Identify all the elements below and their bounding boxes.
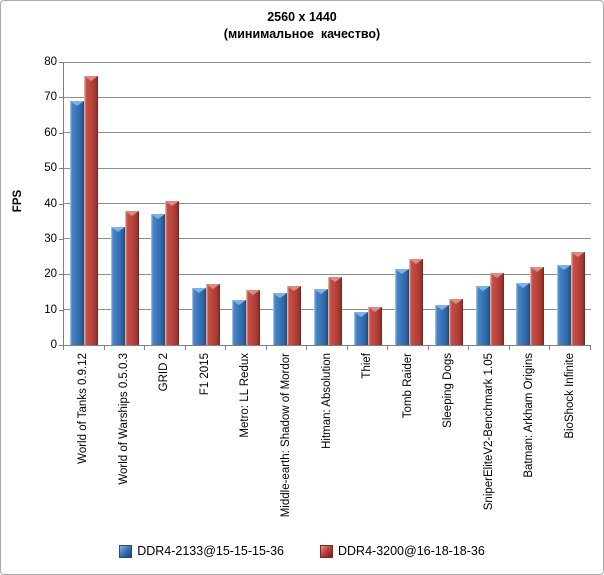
y-tick-label-60: 60 xyxy=(44,126,57,139)
legend-swatch-blue-icon xyxy=(119,544,133,558)
x-category-label: Metro: LL Redux xyxy=(239,353,252,438)
x-category-label: Thief xyxy=(361,353,374,379)
bar-series1-cat7 xyxy=(368,306,383,345)
gridline-30 xyxy=(64,238,591,240)
y-tick-label-50: 50 xyxy=(44,162,57,175)
bar-series0-cat11 xyxy=(516,282,531,345)
y-tick-label-80: 80 xyxy=(44,56,57,68)
bar-series1-cat4 xyxy=(246,290,261,345)
bar-series1-cat12 xyxy=(570,252,585,345)
x-category-label: Hitman: Absolution xyxy=(320,353,333,449)
chart-subtitle: (минимальное качество) xyxy=(223,27,381,41)
x-category-label: Sleeping Dogs xyxy=(442,353,455,428)
x-tick-mark-13 xyxy=(590,346,591,350)
x-category-label: GRID 2 xyxy=(158,353,171,392)
bar-series0-cat8 xyxy=(394,268,409,345)
y-tick-mark-80 xyxy=(59,62,63,63)
bar-series0-cat2 xyxy=(151,214,166,345)
x-category-label: World of Tanks 0.9.12 xyxy=(77,353,90,464)
bar-series1-cat2 xyxy=(165,200,180,345)
y-tick-label-30: 30 xyxy=(44,232,57,245)
x-tick-mark-4 xyxy=(225,346,227,350)
bar-series1-cat11 xyxy=(530,266,545,345)
gridline-80 xyxy=(64,61,591,63)
y-tick-label-0: 0 xyxy=(50,339,57,351)
legend-item-ddr4-2133: DDR4-2133@15-15-15-36 xyxy=(119,544,284,558)
gridline-60 xyxy=(64,132,591,134)
bar-series1-cat3 xyxy=(205,283,220,345)
bar-series1-cat6 xyxy=(327,276,342,345)
legend-label-ddr4-2133: DDR4-2133@15-15-15-36 xyxy=(137,544,284,558)
bar-series0-cat6 xyxy=(313,289,328,345)
x-tick-mark-10 xyxy=(468,346,470,350)
y-tick-mark-10 xyxy=(59,309,63,311)
legend-item-ddr4-3200: DDR4-3200@16-18-18-36 xyxy=(320,544,485,558)
chart-title: 2560 x 1440 xyxy=(267,10,337,24)
y-tick-mark-60 xyxy=(59,132,63,134)
x-tick-mark-0 xyxy=(63,346,64,350)
y-tick-mark-30 xyxy=(59,238,63,240)
x-tick-mark-8 xyxy=(387,346,389,350)
legend-swatch-red-icon xyxy=(320,544,333,558)
x-category-label: F1 2015 xyxy=(198,353,211,396)
bar-series1-cat8 xyxy=(408,259,423,345)
bar-series1-cat5 xyxy=(286,286,301,345)
bar-series1-cat1 xyxy=(124,210,139,345)
gridline-40 xyxy=(64,203,591,204)
y-tick-label-70: 70 xyxy=(44,91,57,104)
x-category-label: BioShock Infinite xyxy=(563,353,576,439)
y-tick-mark-0 xyxy=(59,345,63,346)
x-tick-mark-7 xyxy=(346,346,348,350)
gridline-20 xyxy=(64,273,591,275)
legend-label-ddr4-3200: DDR4-3200@16-18-18-36 xyxy=(338,544,485,558)
bar-series0-cat10 xyxy=(475,286,490,345)
y-tick-label-10: 10 xyxy=(44,303,57,316)
x-category-label: Middle-earth: Shadow of Mordor xyxy=(279,353,292,518)
y-tick-label-40: 40 xyxy=(44,197,57,210)
x-tick-mark-12 xyxy=(549,346,551,350)
x-tick-mark-11 xyxy=(508,346,510,350)
gridline-50 xyxy=(64,167,591,169)
bar-series1-cat10 xyxy=(489,272,504,345)
bar-series0-cat0 xyxy=(70,100,85,345)
x-category-label: SniperEliteV2-Benchmark 1.05 xyxy=(482,353,495,511)
gridline-70 xyxy=(64,96,591,98)
y-tick-label-20: 20 xyxy=(44,268,57,281)
bar-series0-cat3 xyxy=(191,288,206,345)
x-tick-mark-5 xyxy=(265,346,267,350)
bar-series0-cat9 xyxy=(435,305,450,345)
bar-series1-cat9 xyxy=(449,299,464,345)
y-tick-mark-70 xyxy=(59,97,63,99)
bar-series0-cat7 xyxy=(354,312,369,345)
bar-series0-cat4 xyxy=(232,300,247,345)
plot-area xyxy=(63,61,591,346)
x-category-label: Batman: Arkham Origins xyxy=(523,353,536,478)
y-tick-mark-50 xyxy=(59,168,63,170)
bar-series0-cat1 xyxy=(110,226,125,345)
legend: DDR4-2133@15-15-15-36 DDR4-3200@16-18-18… xyxy=(1,544,603,558)
x-tick-mark-6 xyxy=(306,346,308,350)
bar-series0-cat5 xyxy=(272,292,287,345)
y-tick-mark-20 xyxy=(59,274,63,276)
bar-series1-cat0 xyxy=(84,76,99,345)
x-category-label: Tomb Raider xyxy=(401,353,414,419)
x-tick-mark-1 xyxy=(103,346,105,350)
x-tick-mark-2 xyxy=(144,346,146,350)
x-tick-mark-3 xyxy=(184,346,186,350)
x-tick-mark-9 xyxy=(427,346,429,350)
bar-series0-cat12 xyxy=(556,265,571,345)
y-tick-mark-40 xyxy=(59,203,63,205)
x-category-label: World of Warships 0.5.0.3 xyxy=(117,353,130,485)
